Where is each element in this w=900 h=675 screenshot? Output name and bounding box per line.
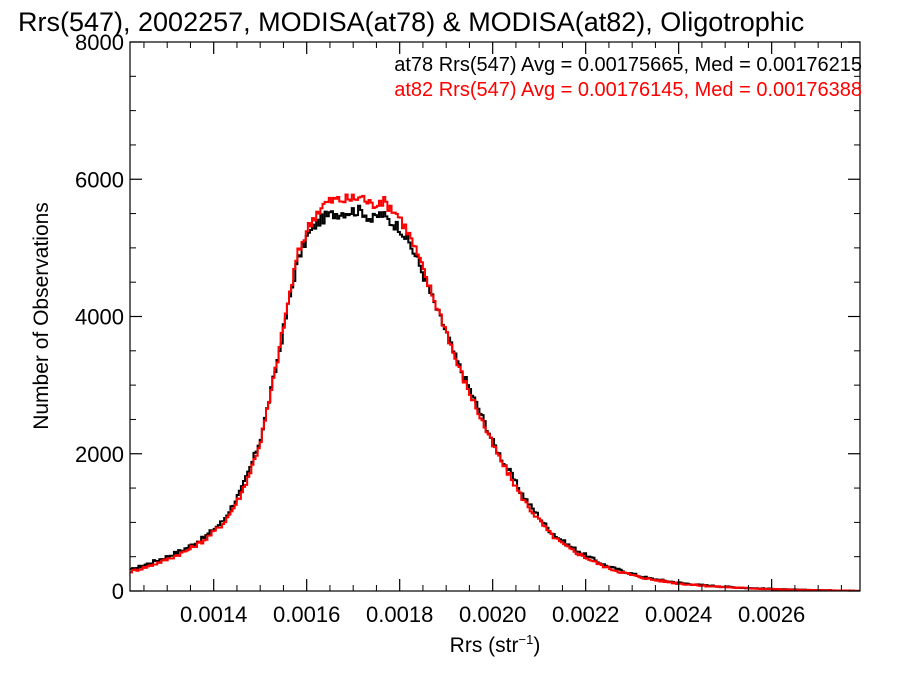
chart-title: Rrs(547), 2002257, MODISA(at78) & MODISA… [18, 7, 804, 37]
x-tick-label-3: 0.0020 [459, 602, 526, 627]
x-tick-label-2: 0.0018 [366, 602, 433, 627]
series-line-at78 [130, 204, 860, 591]
x-tick-label-6: 0.0026 [738, 602, 805, 627]
plot-area [130, 193, 860, 591]
y-axis-label: Number of Observations [30, 202, 53, 430]
y-tick-label-0: 0 [112, 579, 124, 604]
x-axis-label: Rrs (str−1) [450, 632, 541, 657]
series-layer [130, 193, 860, 591]
y-axis-ticks: 0 2000 4000 6000 8000 [75, 30, 860, 604]
x-tick-label-5: 0.0024 [645, 602, 712, 627]
y-tick-label-2: 4000 [75, 305, 124, 330]
y-tick-label-3: 6000 [75, 167, 124, 192]
x-axis-ticks: 0.0014 0.0016 0.0018 0.0020 0.0022 0.0024 0.00… [143, 42, 842, 627]
x-tick-label-4: 0.0022 [552, 602, 619, 627]
legend-entry-at78: at78 Rrs(547) Avg = 0.00175665, Med = 0.… [394, 54, 862, 76]
y-tick-label-4: 8000 [75, 30, 124, 55]
x-axis-label-superscript: −1 [519, 632, 534, 647]
x-axis-label-close: ) [533, 634, 540, 657]
x-tick-label-1: 0.0016 [273, 602, 340, 627]
series-line-at82 [130, 193, 860, 591]
y-tick-label-1: 2000 [75, 442, 124, 467]
x-tick-label-0: 0.0014 [180, 602, 247, 627]
legend-entry-at82: at82 Rrs(547) Avg = 0.00176145, Med = 0.… [394, 79, 862, 101]
x-axis-label-base: Rrs (str [450, 634, 519, 657]
plot-frame [129, 41, 861, 592]
